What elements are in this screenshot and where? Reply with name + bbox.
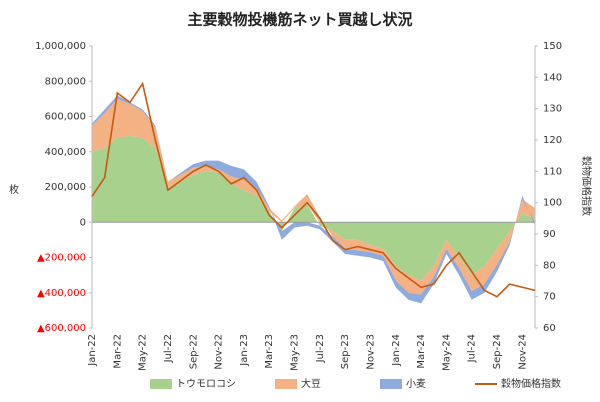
y2-tick-label: 140 (543, 72, 562, 83)
x-tick-label: Mar-22 (112, 334, 123, 369)
y2-tick-label: 90 (543, 229, 556, 240)
x-tick-label: May-22 (138, 334, 149, 371)
y-tick-label: ▲600,000 (37, 323, 86, 334)
y2-tick-label: 80 (543, 260, 556, 271)
x-tick-label: Nov-24 (517, 334, 528, 370)
y2-tick-label: 110 (543, 166, 562, 177)
y-tick-label: 800,000 (45, 76, 86, 87)
x-tick-label: Jan-24 (391, 334, 402, 367)
legend-label: 穀物価格指数 (501, 377, 561, 390)
y2-tick-label: 150 (543, 41, 562, 52)
x-tick-label: Jul-23 (315, 334, 326, 363)
y2-tick-label: 70 (543, 292, 556, 303)
line (91, 81, 536, 298)
legend-swatch (150, 379, 172, 389)
x-tick-label: Jul-22 (163, 334, 174, 363)
y2-tick-label: 60 (543, 323, 556, 334)
y-tick-label: 1,000,000 (35, 41, 86, 52)
y-tick-label: ▲200,000 (37, 253, 86, 264)
y-tick-label: 0 (80, 217, 86, 228)
x-tick-label: Sep-22 (188, 334, 199, 369)
x-tick-label: Nov-23 (365, 334, 376, 370)
y-tick-label: ▲400,000 (37, 288, 86, 299)
y2-tick-label: 130 (543, 104, 562, 115)
legend-label: トウモロコシ (176, 378, 236, 390)
x-tick-label: Sep-24 (492, 334, 503, 369)
legend-label: 大豆 (301, 377, 321, 390)
y-axis-label: 枚 (9, 183, 19, 196)
y2-tick-label: 100 (543, 198, 562, 209)
x-tick-label: Jul-24 (467, 334, 478, 363)
x-tick-label: Mar-24 (416, 334, 427, 369)
y-tick-label: 600,000 (45, 112, 86, 123)
x-tick-label: May-23 (290, 334, 301, 371)
y2-tick-label: 120 (543, 135, 562, 146)
area (92, 98, 535, 295)
x-tick-label: Jan-22 (87, 334, 98, 367)
legend-swatch (275, 379, 297, 389)
y-tick-label: 400,000 (45, 147, 86, 158)
x-tick-label: Sep-23 (340, 334, 351, 369)
x-tick-label: Mar-23 (264, 334, 275, 369)
x-tick-label: Nov-22 (214, 334, 225, 370)
legend-label: 小麦 (406, 378, 426, 390)
legend-swatch (380, 379, 402, 389)
y2-axis-label: 穀物価格指数 (580, 156, 593, 216)
x-tick-label: Jan-23 (239, 334, 250, 367)
area (92, 135, 535, 281)
x-tick-label: May-24 (441, 334, 452, 371)
chart-title: 主要穀物投機筋ネット買越し状況 (187, 11, 412, 29)
y-tick-label: 200,000 (45, 182, 86, 193)
